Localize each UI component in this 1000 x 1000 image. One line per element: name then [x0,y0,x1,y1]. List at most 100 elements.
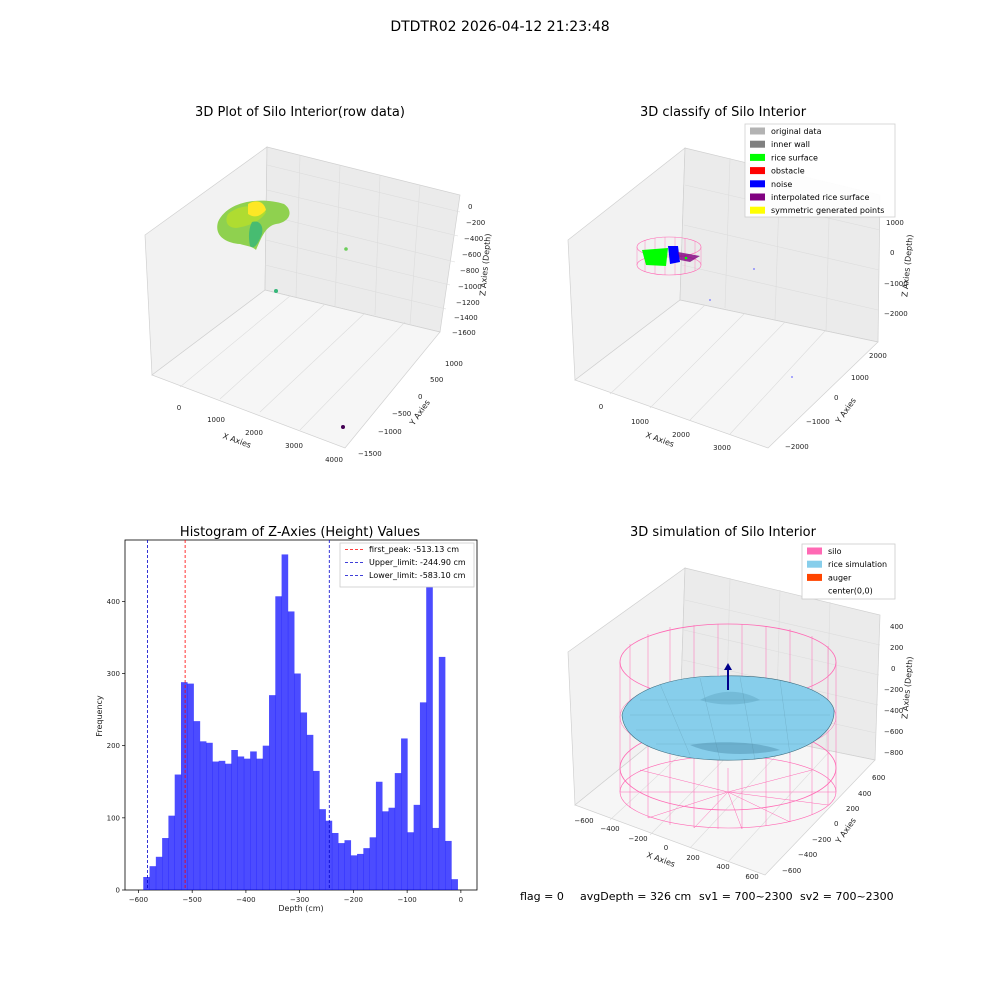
classify-legend-swatch [750,193,765,201]
hist-xtick-label: −600 [129,896,148,904]
hist-bar [174,774,182,890]
classify-legend-label: original data [771,127,822,136]
hist-bar [432,827,440,890]
sim-title: 3D simulation of Silo Interior [630,525,817,540]
hist-bar [187,683,194,890]
hist-bar [419,702,427,890]
raw-xtick: 0 [177,404,181,412]
hist-bar [331,832,339,890]
sim-ytick: −600 [782,867,801,875]
hist-ytick-label: 0 [116,887,120,895]
hist-bar [382,811,389,890]
sim-xtick: 400 [716,863,729,871]
hist-xtick-label: −100 [398,896,417,904]
hist-xlabel: Depth (cm) [278,904,323,913]
sim-ytick: 0 [834,820,838,828]
sim-xtick: 0 [664,844,668,852]
classify-silo-cluster [636,236,793,378]
sim-z-ticks: 400 200 0 −200 −400 −600 −800 [884,623,903,757]
sim-y-ticks: 600 400 200 0 −200 −400 −600 [782,774,885,875]
hist-bar [294,673,301,890]
classify-legend-swatch [750,206,765,214]
footer-sv2: sv2 = 700~2300 [800,890,894,903]
sim-xtick: −600 [574,817,593,825]
hist-bar [363,848,370,890]
hist-xtick-label: −300 [290,896,309,904]
hist-bar [162,838,169,890]
hist-ytick-label: 300 [107,670,120,678]
classify-ytick: −2000 [785,443,809,451]
raw-ztick: −200 [466,219,485,227]
sim-legend-label: rice simulation [828,560,887,569]
raw-ytick: 1000 [445,360,463,368]
hist-ytick-label: 100 [107,814,120,822]
hist-bar [394,773,402,890]
hist-bar [168,815,176,890]
raw-ytick: −1000 [378,428,402,436]
raw-ztick: −400 [464,235,483,243]
sim-auger-tip [724,663,732,670]
classify-xtick: 0 [599,403,603,411]
raw-ztick: −1400 [454,314,478,322]
hist-bar [231,750,238,890]
hist-legend-label: Upper_limit: -244.90 cm [369,558,466,567]
hist-bar [413,804,421,890]
sim-rice-surface [621,663,835,761]
raw-ztick: −1600 [452,329,476,337]
hist-bar [262,745,270,890]
hist-xtick-label: 0 [459,896,463,904]
classify-legend-label: obstacle [771,167,805,176]
hist-bar [357,853,364,890]
figure-suptitle: DTDTR02 2026-04-12 21:23:48 [390,19,609,35]
classify-legend-label: inner wall [771,140,810,149]
classify-xtick: 1000 [631,418,649,426]
raw-ytick: 500 [430,376,443,384]
sim-ztick: −400 [884,707,903,715]
hist-bar [369,837,377,890]
hist-bar [199,741,207,890]
classify-ytick: −1000 [806,418,830,426]
hist-bar [451,879,458,890]
hist-ytick-label: 200 [107,742,120,750]
hist-bar [155,856,163,890]
sim-xtick: −400 [600,825,619,833]
sim-xtick: 600 [745,873,758,881]
hist-title: Histogram of Z-Axies (Height) Values [180,525,420,540]
hist-bar [407,832,414,890]
hist-ytick-label: 400 [107,598,120,606]
hist-vlines [147,540,330,890]
hist-bar [243,758,251,890]
hist-legend: first_peak: -513.13 cm Upper_limit: -244.… [339,542,475,588]
hist-bar [256,758,264,890]
classify-ztick: −1000 [884,280,908,288]
raw-axes-box [144,146,461,449]
hist-bar [143,877,150,890]
hist-bar [281,554,289,890]
hist-bar [206,742,213,890]
raw-ytick: −500 [392,410,411,418]
hist-bar [319,809,326,890]
hist-bar [218,760,226,890]
classify-x-ticks: 0 1000 2000 3000 [599,403,731,452]
hist-bar [375,781,383,890]
sim-xtick: −200 [628,835,647,843]
classify-legend-swatch [750,180,765,188]
raw-ytick: 0 [418,393,422,401]
panel-simulation-3d: 3D simulation of Silo Interior [567,525,915,881]
classify-ztick: 0 [890,249,894,257]
classify-ztick: −2000 [884,310,908,318]
sim-legend-label: center(0,0) [828,587,873,596]
raw-point-cloud [217,200,348,429]
raw-y-ticks: 1000 500 0 −500 −1000 −1500 [358,360,463,458]
sim-legend-label: silo [828,547,842,556]
classify-legend-swatch [750,127,765,135]
panel-classify-3d: 3D classify of Silo Interior [567,105,915,452]
hist-bar [300,712,308,890]
hist-bar [445,840,452,890]
raw-z-ticks: 0 −200 −400 −600 −800 −1000 −1200 −1400 … [452,203,485,337]
raw-ztick: −600 [462,251,481,259]
sim-legend-swatch [807,560,822,568]
hist-bar [306,734,314,890]
hist-bar [388,807,396,890]
